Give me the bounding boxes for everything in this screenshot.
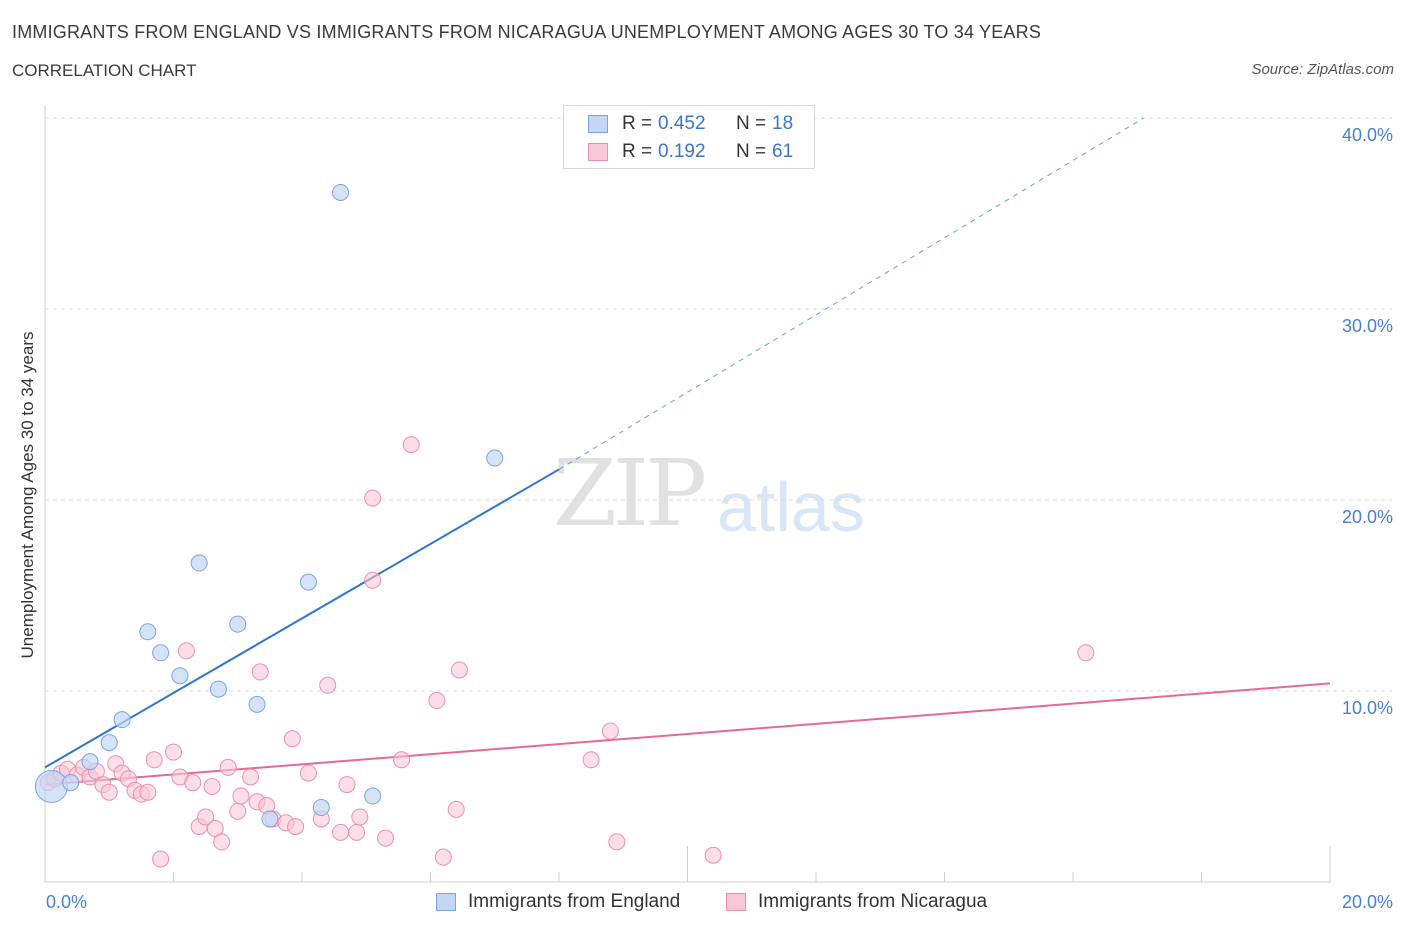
y-tick-label: 30.0% — [1342, 316, 1393, 336]
england-point — [34, 770, 68, 803]
england-point — [81, 753, 99, 771]
nicaragua-r-value: 0.192 — [658, 141, 706, 162]
nicaragua-point — [184, 774, 202, 792]
nicaragua-point — [402, 436, 420, 454]
england-point — [364, 787, 382, 805]
nicaragua-point — [364, 489, 382, 507]
nicaragua-point — [348, 823, 366, 841]
bottom-nicaragua-swatch — [726, 893, 746, 911]
england-point — [190, 554, 208, 572]
nicaragua-point — [364, 571, 382, 589]
nicaragua-point — [213, 833, 231, 851]
bottom-england-label: Immigrants from England — [468, 891, 681, 912]
england-point — [139, 623, 157, 641]
nicaragua-point — [377, 829, 395, 847]
nicaragua-swatch — [588, 143, 608, 161]
nicaragua-point — [145, 751, 163, 769]
nicaragua-point — [165, 743, 182, 761]
y-tick-label: 40.0% — [1342, 125, 1393, 145]
england-point — [261, 810, 279, 828]
watermark-atlas: atlas — [717, 468, 865, 546]
point-layer — [34, 183, 1095, 868]
nicaragua-point — [203, 778, 221, 795]
nicaragua-n-label: N = — [736, 141, 767, 162]
england-point — [486, 449, 504, 467]
nicaragua-point — [608, 833, 626, 851]
england-n-label: N = — [736, 113, 767, 134]
england-r-label: R = — [622, 113, 653, 134]
nicaragua-trend-line — [44, 682, 1331, 786]
nicaragua-point — [601, 722, 619, 740]
england-swatch — [588, 115, 608, 133]
england-point — [152, 644, 170, 662]
nicaragua-point — [242, 768, 260, 786]
nicaragua-point — [332, 823, 350, 841]
bottom-legend-nicaragua: Immigrants from Nicaragua — [726, 888, 987, 916]
nicaragua-point — [338, 776, 356, 794]
trend-layer — [44, 117, 1331, 786]
nicaragua-point — [139, 783, 157, 801]
bottom-england-swatch — [436, 893, 456, 911]
nicaragua-point — [319, 676, 337, 694]
nicaragua-point — [283, 730, 301, 748]
nicaragua-point — [351, 808, 369, 826]
nicaragua-point — [428, 692, 446, 710]
correlation-legend: R = 0.452 N = 18 R = 0.192 N = 61 — [563, 105, 815, 169]
england-n-value: 18 — [772, 113, 794, 134]
nicaragua-point — [299, 764, 317, 782]
bottom-legend-england: Immigrants from England — [436, 888, 680, 916]
england-point — [171, 667, 189, 685]
x-tick-label: 20.0% — [1342, 892, 1393, 912]
source-note: Source: ZipAtlas.com — [1251, 61, 1394, 78]
england-trend-extension — [558, 117, 1144, 470]
nicaragua-point — [100, 783, 118, 801]
y-tick-label: 10.0% — [1342, 698, 1393, 718]
bottom-nicaragua-label: Immigrants from Nicaragua — [758, 891, 988, 912]
y-tick-label: 20.0% — [1342, 507, 1393, 527]
nicaragua-point — [251, 663, 269, 681]
england-point — [229, 615, 247, 633]
nicaragua-point — [434, 848, 452, 866]
x-tick-label: 0.0% — [46, 892, 87, 912]
grid-layer — [45, 117, 1392, 692]
tick-layer: 10.0% 20.0% 30.0% 40.0% 0.0% 20.0% — [46, 125, 1393, 912]
nicaragua-point — [450, 661, 468, 679]
england-point — [100, 734, 118, 752]
legend-row-england: R = 0.452 N = 18 — [588, 112, 793, 136]
nicaragua-point — [704, 846, 722, 864]
nicaragua-point — [152, 850, 170, 868]
england-point — [312, 799, 330, 817]
england-point — [209, 680, 227, 698]
nicaragua-point — [229, 802, 247, 820]
england-r-value: 0.452 — [658, 113, 706, 134]
axis-layer — [44, 105, 1331, 883]
england-point — [248, 695, 266, 713]
chart-subtitle: CORRELATION CHART — [12, 61, 197, 80]
nicaragua-point — [447, 800, 465, 818]
england-point — [332, 183, 350, 201]
legend-row-nicaragua: R = 0.192 N = 61 — [588, 140, 793, 164]
nicaragua-r-label: R = — [622, 141, 653, 162]
nicaragua-point — [582, 751, 600, 769]
england-point — [113, 711, 131, 729]
england-point — [299, 573, 317, 591]
nicaragua-point — [287, 818, 305, 836]
nicaragua-point — [219, 758, 237, 776]
nicaragua-point — [232, 787, 250, 805]
nicaragua-point — [197, 808, 215, 826]
england-point — [62, 774, 80, 792]
england-trend-line — [44, 468, 560, 769]
chart-title: IMMIGRANTS FROM ENGLAND VS IMMIGRANTS FR… — [12, 22, 1042, 42]
nicaragua-point — [177, 642, 195, 660]
nicaragua-point — [393, 751, 411, 769]
nicaragua-point — [1077, 644, 1095, 662]
nicaragua-n-value: 61 — [772, 141, 794, 162]
